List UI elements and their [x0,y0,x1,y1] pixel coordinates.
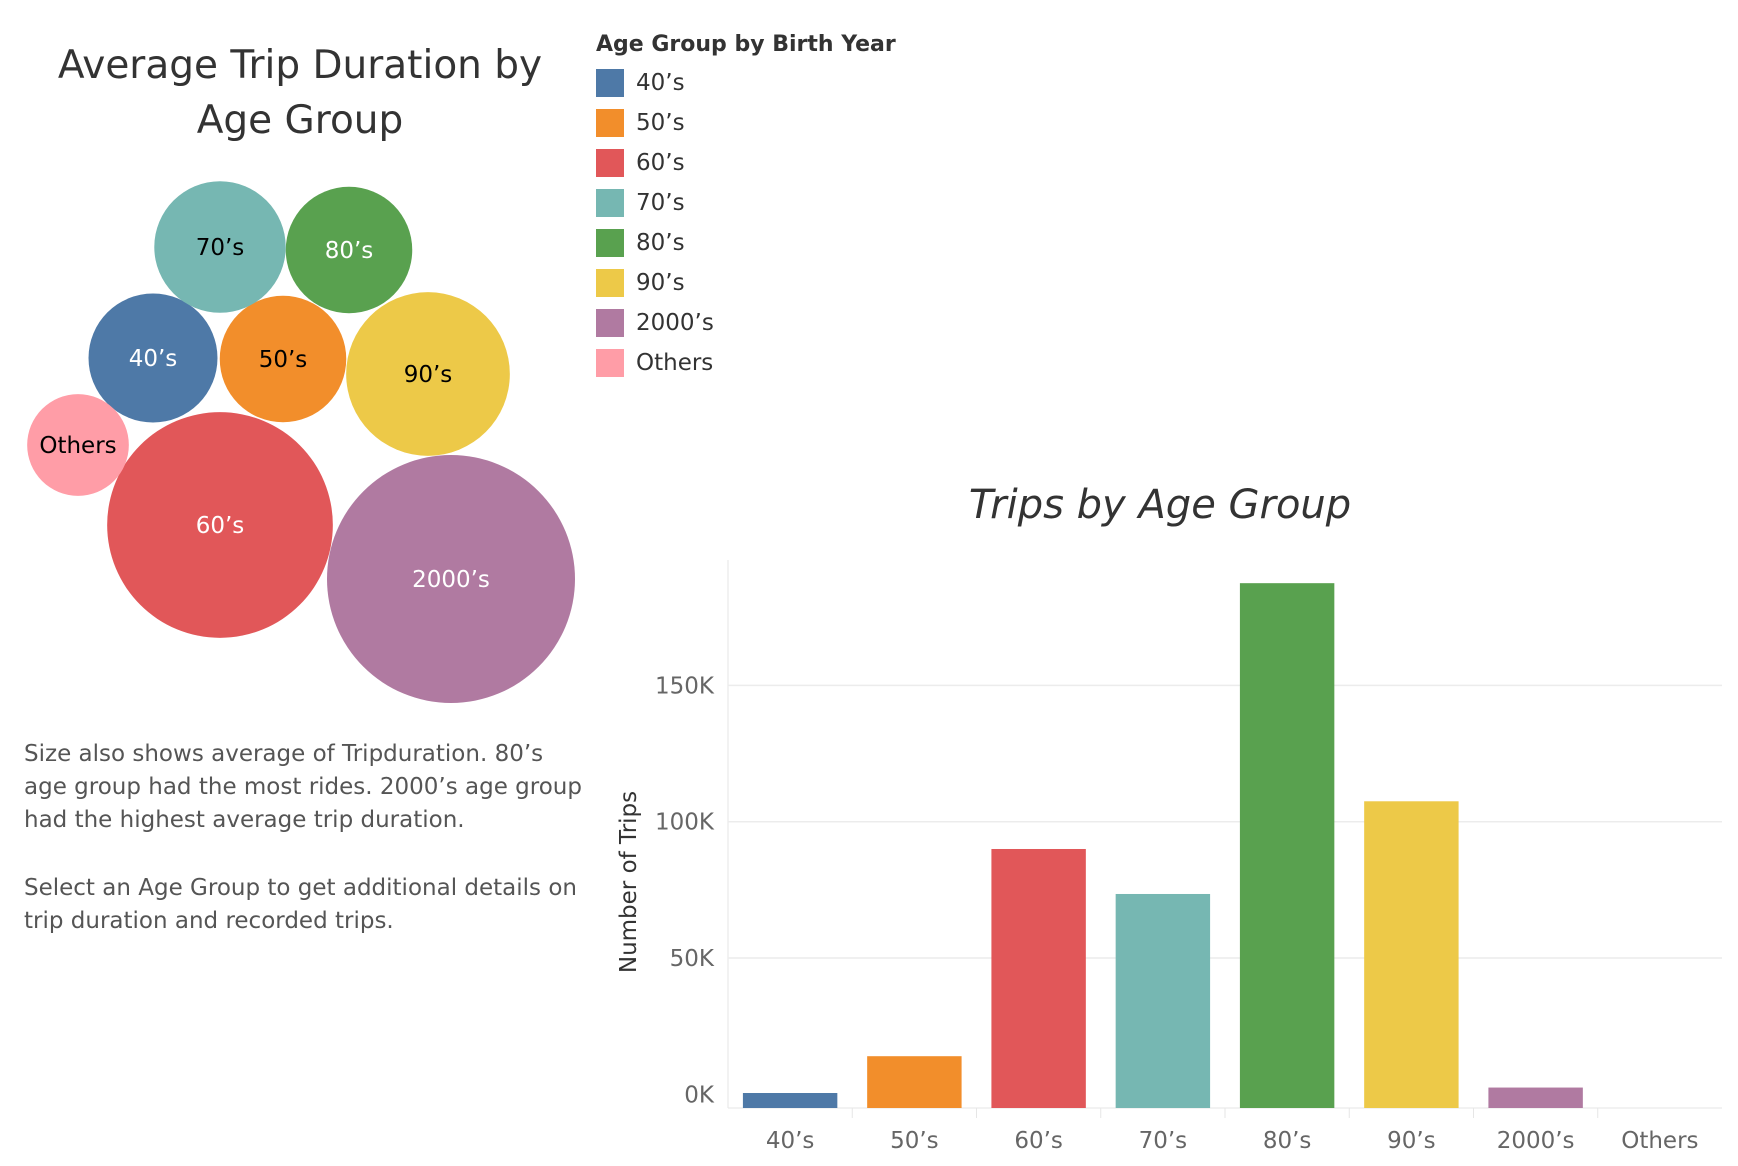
x-tick-label-60s: 60’s [1014,1128,1063,1154]
bar-chart-title: Trips by Age Group [968,482,1352,528]
legend-item-40s[interactable]: 40’s [596,63,896,103]
legend-label: 70’s [636,190,685,216]
y-tick-label: 100K [655,810,715,836]
bar-2000s[interactable] [1488,1087,1583,1108]
bubble-note-instructions: Select an Age Group to get additional de… [24,875,577,934]
legend-label: Others [636,350,714,376]
legend-label: 80’s [636,230,685,256]
x-tick-label-2000s: 2000’s [1497,1128,1575,1154]
bar-70s[interactable] [1115,893,1211,1108]
bubble-80s[interactable] [285,186,413,314]
legend-item-others[interactable]: Others [596,343,896,383]
bubble-chart: 40’s 50’s 60’s 70’s 80’s 90’s 2000’s Others [27,181,575,703]
bubble-label-80s: 80’s [325,238,374,264]
bubble-50s[interactable] [219,295,347,423]
legend-label: 50’s [636,110,685,136]
legend-item-60s[interactable]: 60’s [596,143,896,183]
bubble-label-others: Others [39,433,116,459]
x-tick-label-80s: 80’s [1263,1128,1312,1154]
bubble-label-40s: 40’s [129,346,178,372]
bubble-label-60s: 60’s [196,513,245,539]
bubble-70s[interactable] [154,181,286,313]
legend-item-2000s[interactable]: 2000’s [596,303,896,343]
bubble-note-summary: Size also shows average of Tripduration.… [24,741,582,833]
bar-50s[interactable] [867,1056,962,1108]
legend-swatch [596,229,624,257]
bubble-90s[interactable] [346,292,510,456]
y-tick-label: 150K [655,673,715,699]
legend-label: 40’s [636,70,685,96]
legend-swatch [596,109,624,137]
x-tick-label-70s: 70’s [1139,1128,1188,1154]
y-tick-label: 0K [684,1082,715,1108]
y-tick-label: 50K [670,946,715,972]
bubble-label-70s: 70’s [196,235,245,261]
legend-item-80s[interactable]: 80’s [596,223,896,263]
legend-swatch [596,309,624,337]
legend-swatch [596,69,624,97]
bubble-others[interactable] [27,394,129,496]
legend-label: 60’s [636,150,685,176]
bar-80s[interactable] [1239,583,1335,1108]
bubble-label-50s: 50’s [259,347,308,373]
bubble-chart-title: Average Trip Duration by Age Group [57,43,543,143]
bubble-2000s[interactable] [327,455,575,703]
bubble-40s[interactable] [88,293,218,423]
legend-label: 2000’s [636,310,714,336]
bar-40s[interactable] [742,1093,838,1108]
legend-label: 90’s [636,270,685,296]
y-axis-title: Number of Trips [616,791,642,973]
x-tick-label-90s: 90’s [1387,1128,1436,1154]
legend-items: 40’s 50’s 60’s 70’s 80’s 90’s 2000’s Others [596,63,896,383]
legend-title: Age Group by Birth Year [596,32,896,57]
legend-swatch [596,269,624,297]
x-tick-label-40s: 40’s [766,1128,815,1154]
x-tick-label-50s: 50’s [890,1128,939,1154]
bar-90s[interactable] [1364,801,1459,1108]
x-tick-label-others: Others [1621,1128,1698,1154]
legend-item-50s[interactable]: 50’s [596,103,896,143]
legend-swatch [596,349,624,377]
bubble-60s[interactable] [107,412,333,638]
legend-swatch [596,149,624,177]
bar-60s[interactable] [991,848,1086,1108]
legend: Age Group by Birth Year 40’s 50’s 60’s 70’s… [596,32,896,383]
legend-swatch [596,189,624,217]
legend-item-90s[interactable]: 90’s [596,263,896,303]
legend-item-70s[interactable]: 70’s [596,183,896,223]
bubble-label-2000s: 2000’s [412,567,490,593]
bubble-label-90s: 90’s [404,362,453,388]
